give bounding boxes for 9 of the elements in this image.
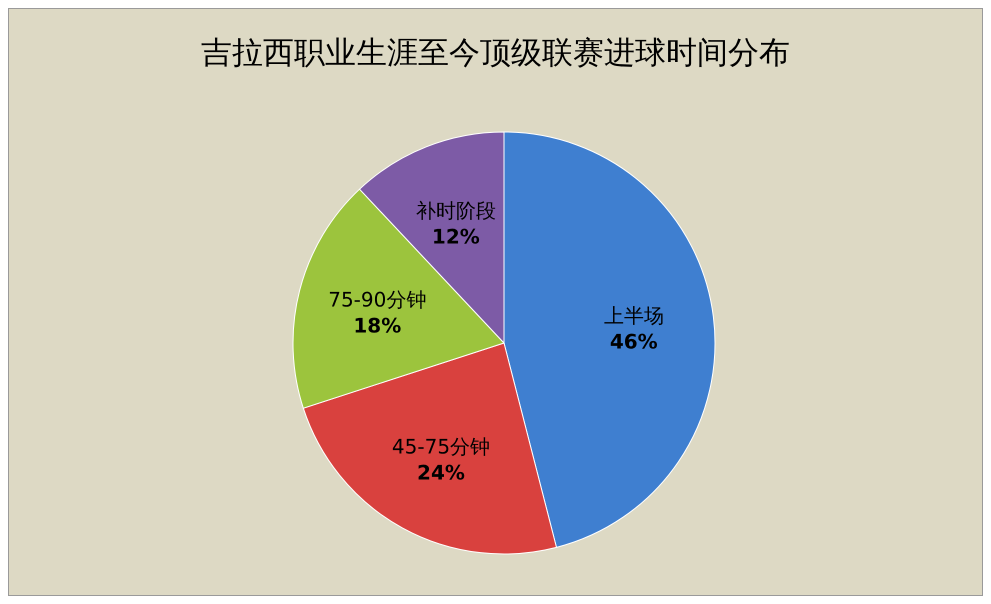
- data-label: 18%: [353, 313, 402, 338]
- slice-label: 45-75分钟: [392, 434, 490, 459]
- data-label: 24%: [417, 460, 465, 485]
- slice-label: 上半场: [604, 304, 664, 328]
- slice-label: 75-90分钟: [328, 287, 426, 312]
- slice-label: 补时阶段: [416, 198, 496, 222]
- data-label: 12%: [432, 224, 480, 248]
- chart-title: 吉拉西职业生涯至今顶级联赛进球时间分布: [201, 35, 790, 71]
- data-label: 46%: [610, 330, 658, 354]
